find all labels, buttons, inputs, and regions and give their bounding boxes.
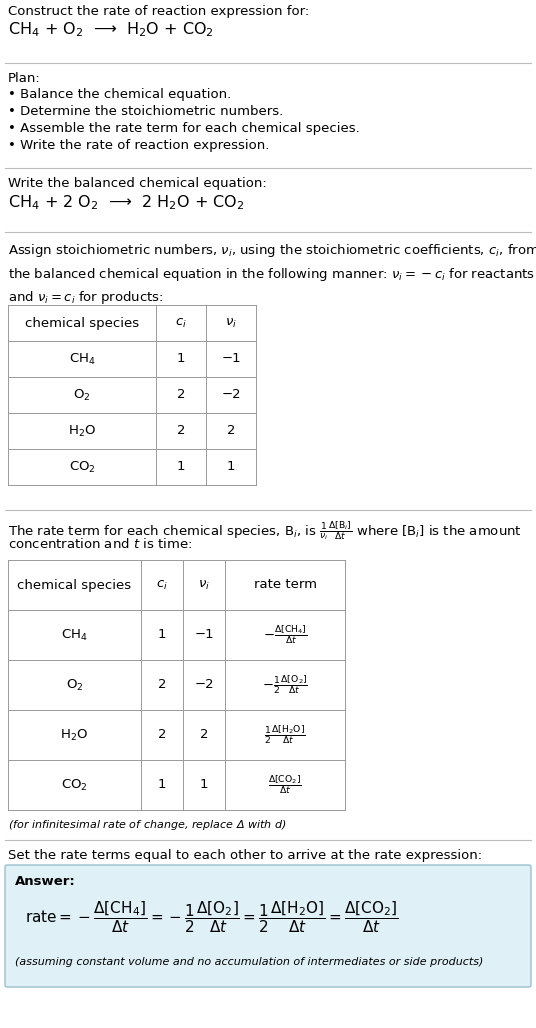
Text: • Determine the stoichiometric numbers.: • Determine the stoichiometric numbers.	[8, 105, 283, 118]
Text: concentration and $t$ is time:: concentration and $t$ is time:	[8, 537, 192, 551]
Text: The rate term for each chemical species, B$_i$, is $\frac{1}{\nu_i}\frac{\Delta[: The rate term for each chemical species,…	[8, 519, 522, 542]
Text: CO$_2$: CO$_2$	[69, 460, 95, 475]
Text: • Assemble the rate term for each chemical species.: • Assemble the rate term for each chemic…	[8, 122, 360, 135]
Text: $\nu_i$: $\nu_i$	[198, 579, 210, 591]
Text: Set the rate terms equal to each other to arrive at the rate expression:: Set the rate terms equal to each other t…	[8, 849, 482, 862]
Text: −1: −1	[221, 353, 241, 366]
Text: 1: 1	[158, 628, 166, 641]
FancyBboxPatch shape	[5, 865, 531, 987]
Text: $\nu_i$: $\nu_i$	[225, 317, 237, 330]
Text: 2: 2	[158, 729, 166, 741]
Text: $\mathrm{rate} = -\dfrac{\Delta[\mathrm{CH_4}]}{\Delta t} = -\dfrac{1}{2}\dfrac{: $\mathrm{rate} = -\dfrac{\Delta[\mathrm{…	[25, 900, 398, 934]
Text: 2: 2	[177, 389, 185, 402]
Text: 2: 2	[200, 729, 209, 741]
Text: 2: 2	[177, 425, 185, 438]
Text: Construct the rate of reaction expression for:: Construct the rate of reaction expressio…	[8, 5, 309, 19]
Text: CH$_4$ + O$_2$  ⟶  H$_2$O + CO$_2$: CH$_4$ + O$_2$ ⟶ H$_2$O + CO$_2$	[8, 20, 214, 39]
Text: 1: 1	[227, 461, 235, 474]
Text: Answer:: Answer:	[15, 875, 76, 888]
Text: $c_i$: $c_i$	[156, 579, 168, 591]
Text: CH$_4$: CH$_4$	[69, 352, 95, 367]
Text: • Balance the chemical equation.: • Balance the chemical equation.	[8, 88, 231, 101]
Text: 1: 1	[200, 778, 209, 792]
Text: (assuming constant volume and no accumulation of intermediates or side products): (assuming constant volume and no accumul…	[15, 957, 483, 967]
Text: $-\frac{1}{2}\frac{\Delta[\mathrm{O_2}]}{\Delta t}$: $-\frac{1}{2}\frac{\Delta[\mathrm{O_2}]}…	[262, 673, 308, 696]
Text: CH$_4$ + 2 O$_2$  ⟶  2 H$_2$O + CO$_2$: CH$_4$ + 2 O$_2$ ⟶ 2 H$_2$O + CO$_2$	[8, 193, 244, 212]
Text: chemical species: chemical species	[18, 579, 131, 591]
Text: $\frac{\Delta[\mathrm{CO_2}]}{\Delta t}$: $\frac{\Delta[\mathrm{CO_2}]}{\Delta t}$	[268, 773, 302, 797]
Text: chemical species: chemical species	[25, 317, 139, 330]
Text: 1: 1	[177, 353, 185, 366]
Text: −1: −1	[194, 628, 214, 641]
Text: CH$_4$: CH$_4$	[61, 627, 88, 642]
Text: $-\frac{\Delta[\mathrm{CH_4}]}{\Delta t}$: $-\frac{\Delta[\mathrm{CH_4}]}{\Delta t}…	[263, 624, 307, 647]
Text: (for infinitesimal rate of change, replace Δ with $d$): (for infinitesimal rate of change, repla…	[8, 818, 287, 832]
Text: 1: 1	[158, 778, 166, 792]
Text: H$_2$O: H$_2$O	[61, 728, 88, 742]
Text: 2: 2	[227, 425, 235, 438]
Text: CO$_2$: CO$_2$	[61, 777, 88, 793]
Text: −2: −2	[221, 389, 241, 402]
Text: −2: −2	[194, 678, 214, 692]
Text: O$_2$: O$_2$	[73, 388, 91, 403]
Text: $c_i$: $c_i$	[175, 317, 187, 330]
Text: $\frac{1}{2}\frac{\Delta[\mathrm{H_2O}]}{\Delta t}$: $\frac{1}{2}\frac{\Delta[\mathrm{H_2O}]}…	[264, 724, 306, 746]
Text: O$_2$: O$_2$	[66, 677, 83, 693]
Text: • Write the rate of reaction expression.: • Write the rate of reaction expression.	[8, 139, 270, 152]
Text: H$_2$O: H$_2$O	[68, 424, 96, 439]
Text: Write the balanced chemical equation:: Write the balanced chemical equation:	[8, 177, 267, 190]
Text: rate term: rate term	[254, 579, 316, 591]
Text: Assign stoichiometric numbers, $\nu_i$, using the stoichiometric coefficients, $: Assign stoichiometric numbers, $\nu_i$, …	[8, 242, 536, 306]
Text: 2: 2	[158, 678, 166, 692]
Text: 1: 1	[177, 461, 185, 474]
Text: Plan:: Plan:	[8, 72, 41, 85]
